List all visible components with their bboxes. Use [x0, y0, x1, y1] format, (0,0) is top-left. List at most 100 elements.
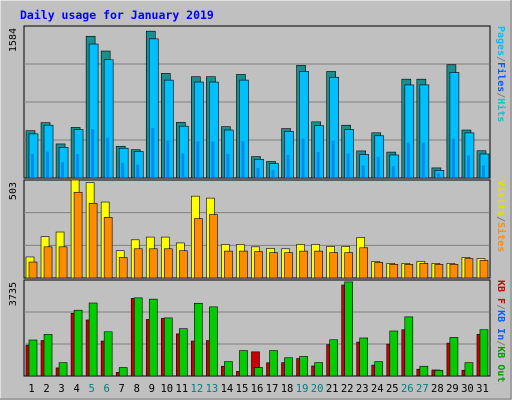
bar-kb-in [133, 297, 143, 377]
bar-kb-in [404, 316, 414, 377]
x-tick-label: 26 [401, 383, 414, 395]
x-tick-label: 29 [446, 383, 459, 395]
x-tick-label: 25 [386, 383, 399, 395]
bar-kb-in [254, 367, 263, 377]
bar-sites [209, 214, 218, 279]
bar-kb-in [194, 302, 203, 377]
bar-sites [88, 203, 98, 279]
legend-entry: Sites [495, 222, 507, 252]
bar-sites [148, 248, 158, 279]
bar-sites [464, 258, 474, 279]
bar-files [361, 165, 365, 178]
bar-kb-in [88, 302, 98, 377]
legend-entry: KB In [495, 310, 506, 340]
max-value-label: 3735 [8, 282, 19, 306]
bar-files [436, 173, 440, 178]
bar-sites [103, 217, 113, 279]
x-axis: 1 2 3 4 5 6 7 8 9 10 11 12 13 14 15 16 17 18 19 20 21 22 23 24 2… [28, 383, 488, 395]
bar-sites [314, 250, 323, 279]
bar-kb-in [329, 339, 338, 377]
legend-entry: KB Out [495, 346, 506, 382]
legend: Pages/Files/Hits [495, 26, 507, 122]
bar-sites [179, 250, 188, 279]
bar-files [46, 151, 50, 178]
bar-sites [28, 261, 38, 279]
bar-sites [224, 250, 233, 279]
legend-entry: Hits [495, 98, 507, 122]
bar-sites [434, 264, 444, 279]
bar-files [346, 153, 350, 178]
bar-kb-in [389, 330, 399, 377]
bar-files [166, 140, 170, 178]
bar-sites [118, 257, 128, 279]
bar-kb-in [314, 362, 323, 377]
legend-entry: Pages [495, 26, 506, 56]
bar-kb-in [58, 362, 68, 377]
bar-files [196, 141, 200, 178]
bar-sites [419, 263, 429, 279]
x-tick-label: 12 [191, 383, 204, 395]
max-value-label: 1584 [8, 28, 19, 52]
bar-sites [239, 250, 248, 279]
legend: KB F/KB In/KB Out [495, 280, 506, 382]
legend-entry: / [495, 340, 506, 346]
bar-kb-in [434, 370, 444, 377]
bar-sites [73, 191, 83, 279]
bar-files [121, 162, 125, 178]
bar-kb-in [118, 367, 128, 377]
bar-files [211, 141, 215, 178]
bar-sites [299, 250, 308, 279]
bar-sites [133, 248, 143, 279]
x-tick-label: 27 [416, 383, 429, 395]
bar-kb-in [163, 317, 173, 377]
bar-files [271, 170, 275, 178]
bar-files [331, 140, 335, 178]
legend-entry: / [495, 92, 506, 98]
x-tick-label: 21 [326, 383, 339, 395]
bar-kb-in [464, 362, 474, 377]
bar-files [76, 154, 80, 178]
x-tick-label: 1 [28, 383, 34, 395]
bar-sites [344, 252, 353, 279]
bar-kb-in [179, 328, 188, 377]
x-tick-label: 31 [476, 383, 489, 395]
bar-sites [449, 264, 459, 279]
bar-kb-in [43, 334, 53, 377]
x-tick-label: 15 [236, 383, 249, 395]
legend-entry: KB F [495, 280, 506, 304]
bar-kb-in [209, 306, 218, 377]
bar-kb-in [359, 337, 369, 377]
bar-files [286, 154, 290, 178]
x-tick-label: 22 [341, 383, 354, 395]
x-tick-label: 10 [160, 383, 173, 395]
x-tick-label: 9 [149, 383, 155, 395]
bar-files [106, 137, 110, 178]
x-tick-label: 7 [119, 383, 125, 395]
x-tick-label: 6 [104, 383, 110, 395]
bar-sites [163, 248, 173, 279]
bar-kb-in [73, 309, 83, 377]
bar-files [481, 165, 485, 178]
bar-files [226, 154, 230, 178]
x-tick-label: 2 [43, 383, 49, 395]
panel-visits-sites: 503 Visits/Sites [8, 179, 507, 279]
bar-files [451, 138, 455, 178]
legend-entry: Visits [495, 180, 507, 216]
bar-kb-in [479, 329, 489, 377]
chart-panels: 1584 Pages/Files/Hits 503 Visits/Sites 3735 K… [8, 25, 507, 382]
legend-entry: / [495, 56, 506, 62]
bar-sites [284, 252, 293, 279]
bar-sites [374, 262, 384, 279]
x-tick-label: 8 [134, 383, 140, 395]
bar-sites [269, 252, 278, 279]
bar-files [181, 153, 185, 178]
bar-kb-in [103, 331, 113, 377]
x-tick-label: 13 [206, 383, 219, 395]
bar-files [376, 156, 380, 178]
bar-sites [404, 264, 414, 279]
bar-sites [254, 251, 263, 279]
bar-sites [479, 260, 489, 279]
bar-files [466, 155, 470, 178]
bar-sites [389, 264, 399, 279]
